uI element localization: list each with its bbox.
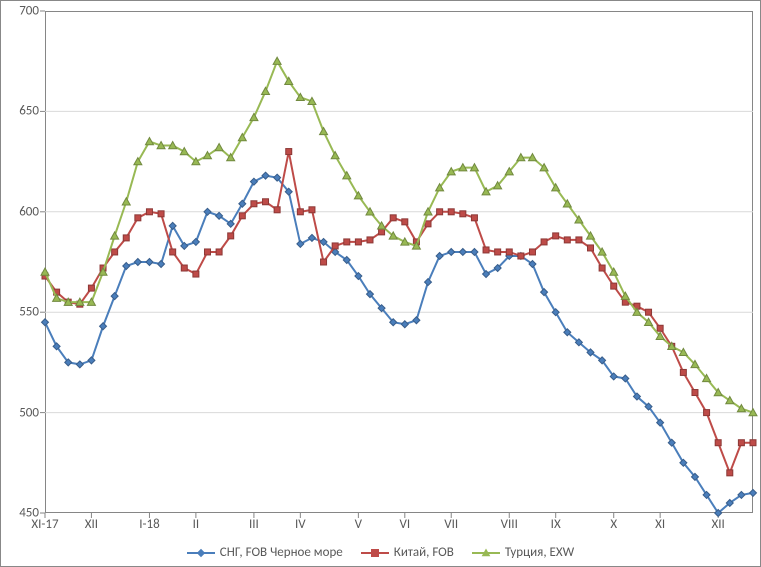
x-tick-label: IX [551, 517, 561, 532]
series [42, 172, 757, 516]
legend-label: Китай, FOB [394, 545, 454, 560]
x-tick-label: VIII [501, 517, 518, 532]
x-tick-label: X [610, 517, 617, 532]
x-tick-label: XI-17 [31, 517, 58, 532]
legend-label: Турция, EXW [505, 545, 574, 560]
legend: СНГ, FOB Черное море Китай, FOB Турция, EX… [1, 545, 760, 560]
y-tick-label: 600 [19, 204, 39, 219]
plot-area: 450500550600650700XI-17XIII-18IIIIIIVVVI… [45, 11, 753, 513]
x-tick-label: VII [444, 517, 458, 532]
x-tick-label: XI [655, 517, 665, 532]
x-tick-label: II [193, 517, 200, 532]
x-tick-label: V [355, 517, 362, 532]
legend-swatch [187, 546, 215, 560]
x-tick-label: XII [712, 517, 725, 532]
legend-item: Китай, FOB [361, 545, 454, 560]
x-tick-label: IV [295, 517, 306, 532]
legend-item: СНГ, FOB Черное море [187, 545, 343, 560]
x-tick-label: I-18 [139, 517, 159, 532]
plot-svg [45, 11, 753, 513]
y-tick-label: 500 [19, 405, 39, 420]
legend-swatch [472, 546, 500, 560]
line-chart: 450500550600650700XI-17XIII-18IIIIIIVVVI… [0, 0, 761, 567]
y-tick-label: 550 [19, 305, 39, 320]
y-tick-label: 650 [19, 104, 39, 119]
x-tick-label: III [249, 517, 259, 532]
legend-label: СНГ, FOB Черное море [220, 545, 343, 560]
legend-swatch [361, 546, 389, 560]
legend-item: Турция, EXW [472, 545, 574, 560]
x-tick-label: XII [85, 517, 98, 532]
x-tick-label: VI [399, 517, 410, 532]
y-tick-label: 700 [19, 4, 39, 19]
